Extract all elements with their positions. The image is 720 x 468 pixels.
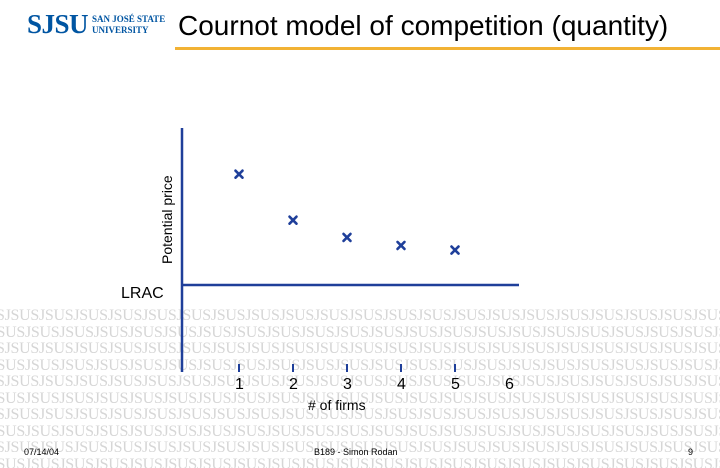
footer-presenter: B189 - Simon Rodan xyxy=(314,447,398,457)
x-axis-title: # of firms xyxy=(308,397,366,413)
page-number: 9 xyxy=(688,447,694,457)
data-point xyxy=(342,232,352,243)
data-point xyxy=(450,245,460,255)
x-tick-label: 6 xyxy=(505,376,514,393)
x-tick-label: 3 xyxy=(343,376,352,393)
page-title: Cournot model of competition (quantity) xyxy=(178,10,669,41)
logo-line-1: SAN JOSÉ STATE xyxy=(92,14,166,24)
footer-date: 07/14/04 xyxy=(24,447,60,457)
logo-line-2: UNIVERSITY xyxy=(92,25,149,35)
data-point xyxy=(288,215,298,225)
data-point xyxy=(396,240,406,251)
x-tick-label: 4 xyxy=(397,376,406,393)
reference-line-label: LRAC xyxy=(121,285,164,302)
x-tick-label: 5 xyxy=(451,376,460,393)
x-axis-ticks: 1 2 3 4 5 6 xyxy=(235,364,514,393)
data-points xyxy=(234,169,460,255)
university-logo-mark: SJSU xyxy=(27,9,89,39)
y-axis-title: Potential price xyxy=(159,175,175,264)
chart-axes xyxy=(180,128,519,372)
x-tick-label: 2 xyxy=(289,376,298,393)
university-logo-text: SAN JOSÉ STATE UNIVERSITY xyxy=(92,14,165,36)
data-point xyxy=(234,169,244,179)
slide-header: SJSU SAN JOSÉ STATE UNIVERSITY Cournot m… xyxy=(0,0,720,52)
title-underline xyxy=(175,47,720,50)
x-tick-label: 1 xyxy=(235,376,244,393)
watermark-pattern: SJSUSJSUSJSUSJSUSJSUSJSUSJSUSJSUSJSUSJSU… xyxy=(0,308,720,468)
